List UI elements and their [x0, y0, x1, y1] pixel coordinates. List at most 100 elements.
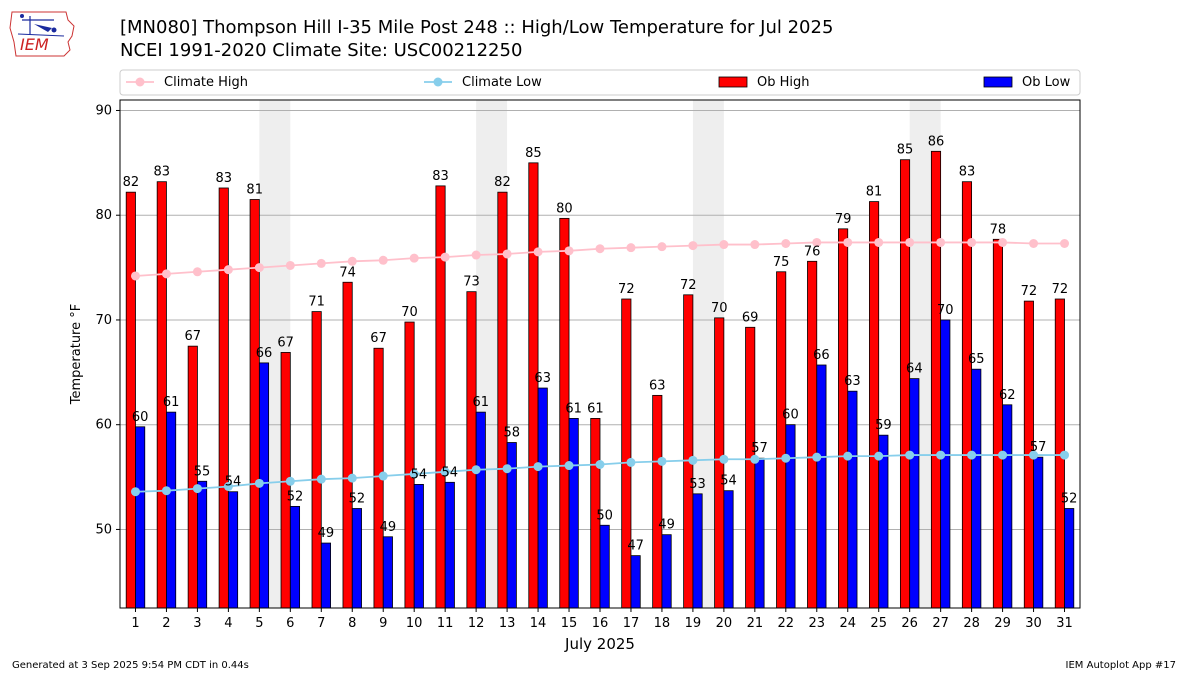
climate-low-point [967, 450, 977, 460]
ob-low-label: 49 [380, 520, 397, 535]
ob-high-label: 76 [804, 244, 821, 259]
ob-high-bar [807, 260, 818, 609]
ob-high-bar [838, 228, 849, 609]
climate-high-point [812, 237, 822, 247]
ob-low-bar [971, 368, 982, 609]
x-tick-label: 27 [932, 616, 949, 631]
x-tick-label: 1 [131, 616, 139, 631]
legend-label: Climate High [164, 75, 248, 90]
ob-low-label: 70 [937, 303, 954, 318]
ob-high-bar [621, 298, 632, 609]
ob-low-bar [382, 536, 393, 609]
ob-high-bar [683, 294, 694, 609]
climate-high-point [564, 246, 574, 256]
ob-high-bar [404, 321, 415, 609]
climate-low-point [223, 481, 233, 491]
climate-low-point [502, 464, 512, 474]
ob-high-label: 83 [154, 165, 171, 180]
x-tick-label: 10 [406, 616, 423, 631]
chart-subtitle: NCEI 1991-2020 Climate Site: USC00212250 [120, 40, 523, 61]
ob-high-bar [125, 191, 136, 609]
y-tick-label: 50 [95, 522, 112, 537]
bar-labels-layer: 82 83 67 83 81 67 71 74 67 70 83 73 82 85 80 61 72 63 72 70… [123, 134, 1078, 553]
x-axis-label: July 2025 [564, 635, 635, 653]
legend-label: Climate Low [462, 75, 542, 90]
ob-low-bar [785, 424, 796, 609]
ob-low-label: 65 [968, 352, 985, 367]
ob-high-label: 67 [185, 329, 202, 344]
climate-low-point [161, 486, 171, 496]
climate-low-point [192, 484, 202, 494]
ob-high-bar [218, 187, 229, 609]
x-tick-label: 24 [839, 616, 856, 631]
ob-low-bar [878, 434, 889, 609]
iem-logo: IEM [9, 11, 75, 57]
climate-low-point [533, 462, 543, 472]
x-tick-label: 28 [963, 616, 980, 631]
ob-high-label: 83 [432, 169, 449, 184]
x-tick-label: 15 [561, 616, 578, 631]
x-tick-label: 12 [468, 616, 485, 631]
climate-high-point [161, 269, 171, 279]
x-tick-label: 18 [654, 616, 671, 631]
x-tick-label: 31 [1056, 616, 1073, 631]
ob-low-bar [444, 481, 455, 609]
legend-frame [119, 69, 1081, 96]
climate-low-point [1029, 450, 1039, 460]
climate-high-point [130, 271, 140, 281]
ob-low-bar [1064, 508, 1075, 609]
climate-high-point [750, 240, 760, 250]
ob-low-bar [135, 426, 146, 609]
climate-low-point [812, 452, 822, 462]
climate-low-point [130, 487, 140, 497]
ob-high-label: 78 [990, 222, 1007, 237]
climate-high-point [719, 240, 729, 250]
ob-high-label: 72 [1052, 282, 1069, 297]
x-tick-label: 3 [193, 616, 201, 631]
climate-high-point [936, 237, 946, 247]
legend-marker [433, 77, 443, 87]
x-tick-label: 5 [255, 616, 263, 631]
ob-high-label: 83 [215, 171, 232, 186]
climate-low-point [781, 453, 791, 463]
climate-high-point [192, 267, 202, 277]
x-tick-label: 6 [286, 616, 294, 631]
x-tick-label: 4 [224, 616, 232, 631]
climate-high-point [502, 249, 512, 259]
x-tick-label: 11 [437, 616, 454, 631]
ob-low-bar [661, 534, 672, 609]
climate-high-point [874, 237, 884, 247]
ob-low-label: 52 [1061, 491, 1078, 506]
ob-high-bar [776, 271, 787, 609]
ob-low-label: 54 [411, 467, 428, 482]
ob-low-bar [723, 490, 734, 609]
ob-low-label: 60 [132, 410, 149, 425]
climate-low-point [378, 471, 388, 481]
climate-high-point [967, 237, 977, 247]
x-tick-label: 8 [348, 616, 356, 631]
climate-high-point [285, 260, 295, 270]
climate-high-point [595, 244, 605, 254]
x-tick-label: 7 [317, 616, 325, 631]
ob-high-bar [311, 311, 322, 609]
ob-high-label: 80 [556, 201, 573, 216]
climate-low-point [440, 467, 450, 477]
ob-high-bar [745, 326, 756, 609]
climate-low-point [285, 476, 295, 486]
climate-high-point [626, 243, 636, 253]
ob-high-bar [869, 201, 880, 609]
ob-low-label: 63 [534, 371, 551, 386]
x-tick-label: 16 [592, 616, 609, 631]
ob-low-bar [909, 378, 920, 609]
ob-high-label: 70 [401, 305, 418, 320]
x-tick-label: 26 [901, 616, 918, 631]
legend-marker [135, 77, 145, 87]
ob-low-bar [754, 457, 765, 609]
climate-low-point [688, 455, 698, 465]
ob-high-label: 70 [711, 301, 728, 316]
ob-high-bar [899, 159, 911, 609]
ob-low-label: 60 [782, 408, 799, 423]
legend-bar-swatch [983, 76, 1013, 88]
generated-timestamp: Generated at 3 Sep 2025 9:54 PM CDT in 0… [12, 660, 249, 671]
ob-low-bar [1033, 456, 1044, 609]
